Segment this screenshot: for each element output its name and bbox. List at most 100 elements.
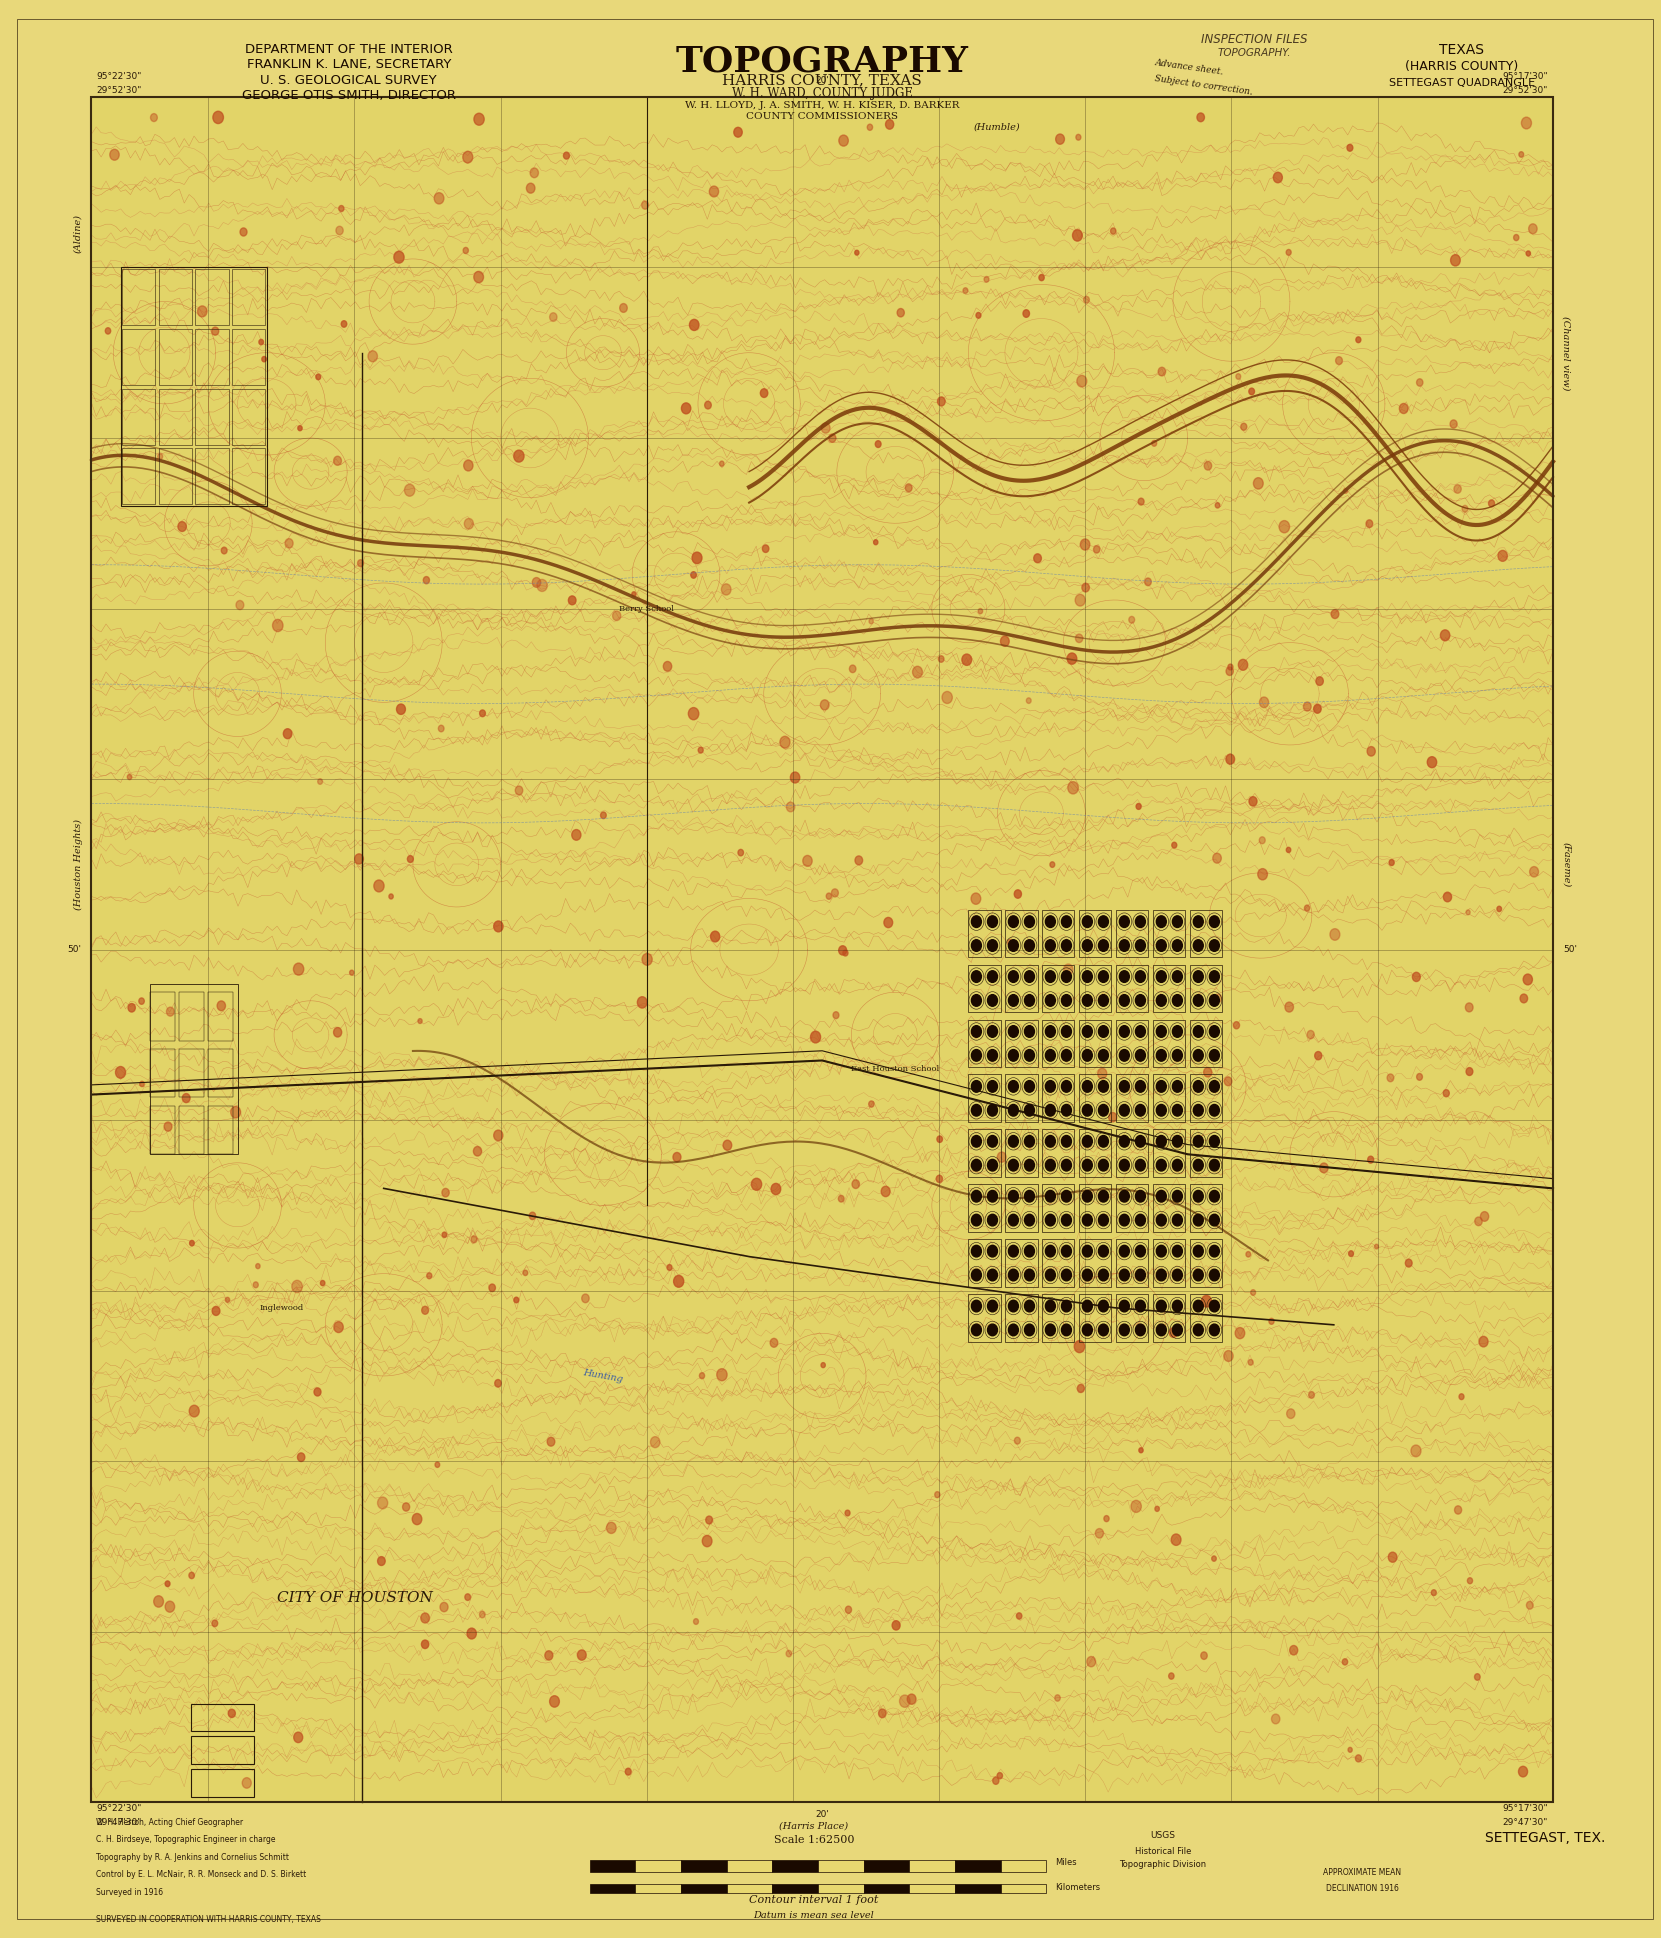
Circle shape [1083,297,1090,302]
Circle shape [1193,1105,1203,1116]
Circle shape [693,552,703,564]
Circle shape [1136,940,1146,952]
Bar [1153,1019,1186,1068]
Bar [196,329,229,386]
Circle shape [1056,134,1065,143]
Circle shape [892,1620,900,1630]
Circle shape [231,1107,241,1118]
Circle shape [259,339,264,345]
Circle shape [1236,1328,1244,1339]
Circle shape [1156,917,1166,928]
Circle shape [1286,847,1291,853]
Circle shape [334,1027,342,1037]
Circle shape [821,700,829,709]
Circle shape [241,229,247,236]
Circle shape [1349,1250,1354,1256]
Circle shape [1045,1300,1055,1312]
Circle shape [1367,1157,1374,1163]
Circle shape [412,1514,422,1525]
Circle shape [1193,1050,1203,1062]
Circle shape [1513,234,1518,240]
Circle shape [1498,550,1507,562]
Bar [1153,909,1186,957]
Circle shape [1335,357,1342,364]
Circle shape [643,953,653,965]
Circle shape [1151,440,1156,446]
Bar [179,1107,204,1155]
Circle shape [1304,702,1311,711]
Circle shape [751,1178,762,1190]
Circle shape [1314,703,1320,713]
Bar [159,269,193,326]
Circle shape [1008,971,1018,983]
Circle shape [1173,1300,1183,1312]
Circle shape [988,1136,998,1147]
Circle shape [1083,1246,1093,1258]
Text: SETTEGAST QUADRANGLE: SETTEGAST QUADRANGLE [1389,78,1535,87]
Circle shape [997,1773,1003,1779]
Circle shape [272,620,282,632]
Circle shape [1209,994,1219,1006]
Circle shape [1399,403,1409,413]
Circle shape [1467,909,1470,915]
Circle shape [1098,1136,1108,1147]
Circle shape [869,1101,874,1107]
Circle shape [1443,891,1452,901]
Circle shape [1066,653,1076,665]
Circle shape [1226,667,1234,676]
Circle shape [1478,1337,1488,1347]
Circle shape [1347,145,1352,151]
Text: 20': 20' [816,76,829,85]
Circle shape [297,426,302,430]
Bar [1000,1884,1046,1893]
Circle shape [1209,1215,1219,1227]
Circle shape [1249,797,1257,806]
Circle shape [988,940,998,952]
Circle shape [427,1273,432,1279]
Circle shape [1173,940,1183,952]
Circle shape [1061,1050,1071,1062]
Circle shape [334,455,342,465]
Circle shape [435,1461,440,1467]
Bar [1080,965,1111,1012]
Bar [1043,909,1075,957]
Text: Hunting: Hunting [583,1368,623,1384]
Circle shape [1015,1438,1020,1444]
Text: 50': 50' [1563,946,1576,953]
Circle shape [1209,1025,1219,1037]
Circle shape [1098,1246,1108,1258]
Circle shape [198,306,208,318]
Circle shape [493,1130,503,1141]
Circle shape [1209,1190,1219,1202]
Bar [968,1130,1000,1176]
Circle shape [699,1372,704,1378]
Circle shape [1201,1295,1211,1306]
Bar [1043,1074,1075,1122]
Circle shape [164,1601,174,1612]
Text: COUNTY COMMISSIONERS: COUNTY COMMISSIONERS [746,112,899,122]
Circle shape [1520,994,1528,1002]
Circle shape [1227,665,1232,671]
Circle shape [1518,151,1523,157]
Circle shape [1015,890,1022,897]
Bar [1116,1184,1148,1233]
Bar [1153,1184,1186,1233]
Circle shape [1204,461,1211,471]
Circle shape [1169,1672,1174,1678]
Bar [196,448,229,504]
Circle shape [1427,756,1437,767]
Circle shape [631,591,636,597]
Circle shape [394,252,404,264]
Bar [1116,1019,1148,1068]
Bar [123,448,156,504]
Circle shape [1008,1324,1018,1335]
Bar [817,1884,864,1893]
Circle shape [641,202,648,209]
Circle shape [1158,366,1166,376]
Bar [1043,1019,1075,1068]
Circle shape [1083,940,1093,952]
Circle shape [709,186,719,198]
Circle shape [786,802,796,812]
Circle shape [988,1081,998,1093]
Circle shape [228,1709,236,1717]
